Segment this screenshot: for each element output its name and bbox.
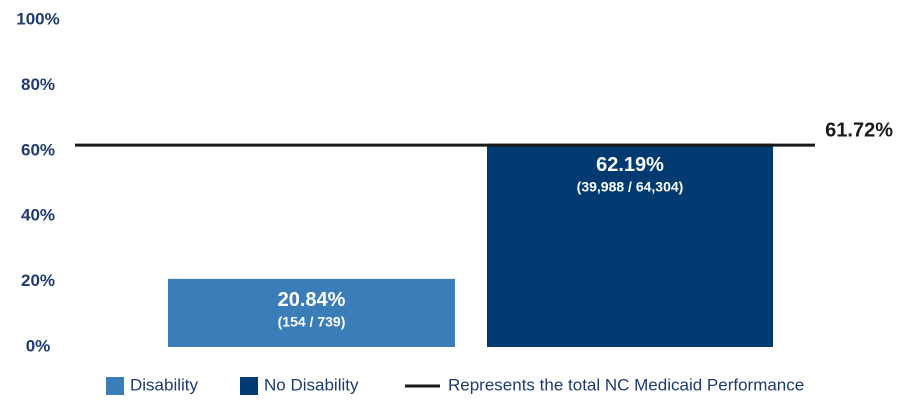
legend-swatch bbox=[106, 377, 124, 395]
y-tick-label: 60% bbox=[21, 140, 55, 159]
bar bbox=[168, 278, 455, 347]
legend-label: No Disability bbox=[264, 375, 359, 394]
y-tick-label: 20% bbox=[21, 271, 55, 290]
reference-label: 61.72% bbox=[825, 119, 893, 141]
legend-swatch bbox=[240, 377, 258, 395]
count-label: (39,988 / 64,304) bbox=[577, 178, 684, 194]
legend-label: Represents the total NC Medicaid Perform… bbox=[448, 375, 804, 394]
legend-label: Disability bbox=[130, 375, 199, 394]
count-label: (154 / 739) bbox=[278, 314, 346, 330]
y-tick-label: 40% bbox=[21, 206, 55, 225]
value-label: 20.84% bbox=[278, 289, 346, 311]
value-label: 62.19% bbox=[596, 154, 664, 176]
y-tick-label: 80% bbox=[21, 75, 55, 94]
bar bbox=[487, 143, 773, 347]
y-tick-label: 0% bbox=[26, 336, 51, 355]
y-tick-label: 100% bbox=[16, 9, 59, 28]
